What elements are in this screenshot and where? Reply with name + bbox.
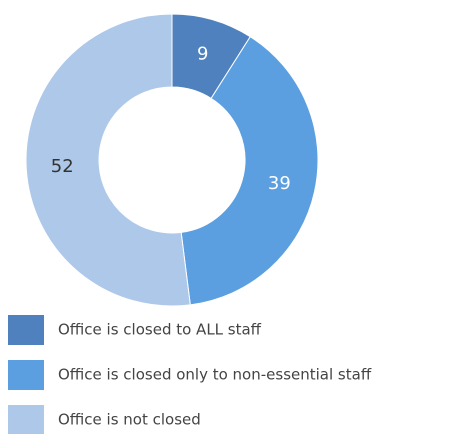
legend-swatch (8, 360, 44, 390)
legend-label: Office is closed to ALL staff (58, 321, 262, 339)
donut-slice (25, 13, 191, 307)
data-label: 52 (51, 156, 74, 177)
data-label: 9 (197, 43, 208, 64)
data-label: 39 (268, 173, 291, 194)
legend-swatch (8, 405, 44, 434)
donut-slice (180, 36, 319, 306)
legend-label: Office is not closed (58, 411, 201, 429)
legend-label: Office is closed only to non-essential s… (58, 366, 372, 384)
legend-swatch (8, 315, 44, 345)
